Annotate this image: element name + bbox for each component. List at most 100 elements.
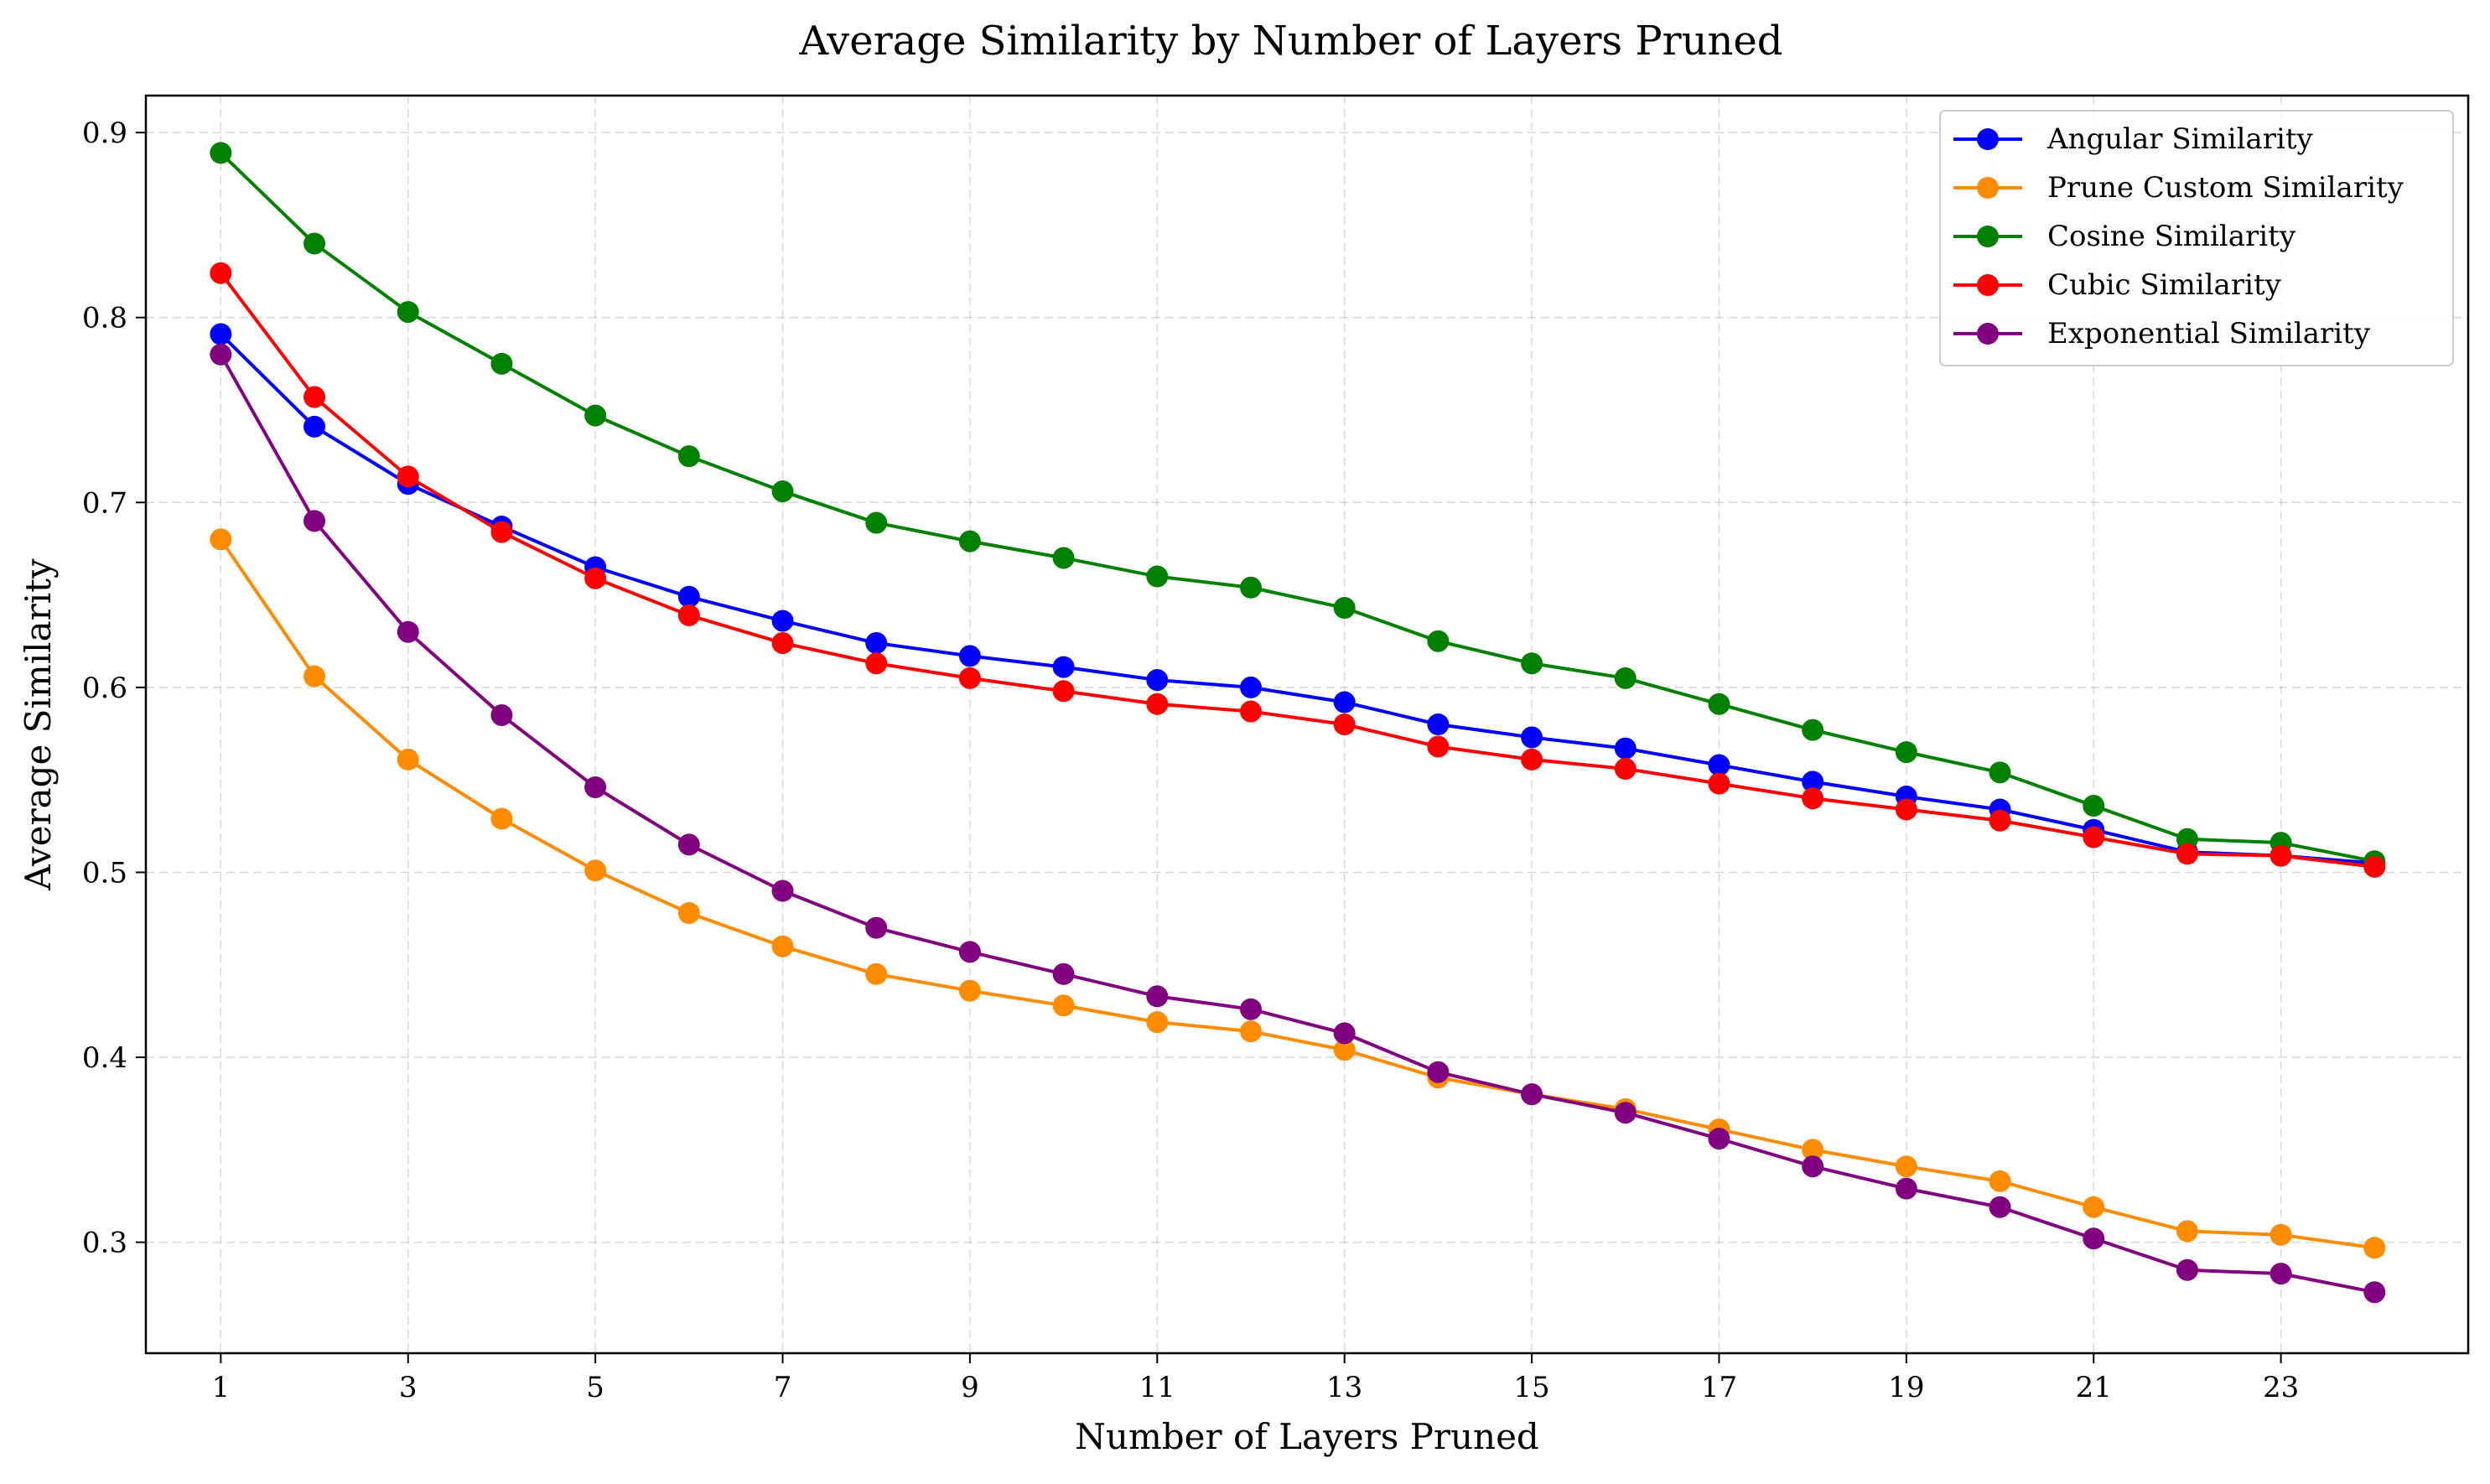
series-line-angular-similarity xyxy=(219,333,2375,865)
data-point-angular-similarity xyxy=(303,415,326,438)
legend-swatch-marker xyxy=(1977,177,1999,199)
y-tick-label: 0.5 xyxy=(82,856,127,890)
legend-swatch-marker xyxy=(1977,226,1999,247)
data-point-cubic-similarity xyxy=(1708,772,1730,795)
data-point-exponential-similarity xyxy=(1895,1177,1917,1200)
legend-swatch-marker xyxy=(1977,274,1999,296)
data-point-exponential-similarity xyxy=(1052,963,1075,985)
data-point-cubic-similarity xyxy=(303,386,326,408)
data-point-exponential-similarity xyxy=(1427,1061,1450,1083)
data-point-exponential-similarity xyxy=(1614,1102,1637,1124)
data-point-cosine-similarity xyxy=(397,301,419,324)
x-tick-label: 7 xyxy=(774,1371,792,1404)
data-point-angular-similarity xyxy=(771,610,794,632)
data-point-cosine-similarity xyxy=(303,232,326,255)
legend-label: Cosine Similarity xyxy=(2047,220,2296,253)
data-point-exponential-similarity xyxy=(771,880,794,902)
data-point-prune-custom-similarity xyxy=(584,859,607,882)
y-tick-label: 0.3 xyxy=(82,1227,127,1260)
data-point-angular-similarity xyxy=(1614,737,1637,760)
data-point-cubic-similarity xyxy=(2176,843,2198,865)
data-point-cosine-similarity xyxy=(1895,741,1917,764)
x-tick-label: 1 xyxy=(212,1371,231,1404)
legend-box xyxy=(1939,110,2454,366)
legend-item-exponential-similarity: Exponential Similarity xyxy=(1953,317,2371,350)
data-point-prune-custom-similarity xyxy=(1333,1039,1356,1061)
data-point-cubic-similarity xyxy=(584,567,607,589)
data-point-cubic-similarity xyxy=(1052,680,1075,703)
data-point-prune-custom-similarity xyxy=(303,665,326,688)
axis-ticks: 1 3 5 7 9 11 13 15 17 19 21 230.30.40.50.60.70.80.9 xyxy=(82,117,2299,1404)
y-axis-label: Average Similarity xyxy=(18,558,59,891)
data-point-cubic-similarity xyxy=(1521,748,1543,771)
data-point-prune-custom-similarity xyxy=(1239,1020,1262,1043)
legend-swatch-marker xyxy=(1977,128,1999,150)
x-tick-label: 19 xyxy=(1888,1371,1924,1404)
data-point-exponential-similarity xyxy=(1521,1083,1543,1106)
data-point-exponential-similarity xyxy=(1333,1022,1356,1045)
data-point-cosine-similarity xyxy=(1802,719,1824,741)
data-point-cosine-similarity xyxy=(677,445,700,468)
data-point-cubic-similarity xyxy=(1146,693,1169,715)
data-point-exponential-similarity xyxy=(490,703,513,726)
data-point-angular-similarity xyxy=(958,645,981,667)
data-point-angular-similarity xyxy=(1239,676,1262,698)
data-point-prune-custom-similarity xyxy=(1146,1011,1169,1034)
data-point-cosine-similarity xyxy=(1427,630,1450,652)
series-cubic-similarity xyxy=(210,262,2386,878)
data-point-cubic-similarity xyxy=(677,604,700,626)
data-point-prune-custom-similarity xyxy=(677,902,700,924)
data-point-prune-custom-similarity xyxy=(958,979,981,1002)
data-point-exponential-similarity xyxy=(397,620,419,643)
data-point-exponential-similarity xyxy=(677,833,700,856)
legend-item-cubic-similarity: Cubic Similarity xyxy=(1953,268,2282,302)
series-layer xyxy=(210,142,2386,1304)
y-tick-label: 0.4 xyxy=(82,1041,127,1075)
data-point-cosine-similarity xyxy=(2083,795,2105,817)
data-point-angular-similarity xyxy=(1708,754,1730,776)
data-point-cosine-similarity xyxy=(1052,547,1075,569)
data-point-prune-custom-similarity xyxy=(1895,1155,1917,1178)
data-point-cubic-similarity xyxy=(210,262,232,284)
x-tick-label: 13 xyxy=(1326,1371,1362,1404)
data-point-exponential-similarity xyxy=(2363,1281,2386,1304)
legend-swatch-marker xyxy=(1977,323,1999,345)
data-point-prune-custom-similarity xyxy=(771,935,794,957)
legend-item-prune-custom-similarity: Prune Custom Similarity xyxy=(1953,171,2404,205)
x-tick-label: 15 xyxy=(1513,1371,1549,1404)
data-point-cubic-similarity xyxy=(2270,844,2292,867)
series-line-exponential-similarity xyxy=(219,353,2375,1295)
legend-item-cosine-similarity: Cosine Similarity xyxy=(1953,220,2296,253)
data-point-angular-similarity xyxy=(1802,771,1824,793)
data-point-cubic-similarity xyxy=(490,521,513,543)
x-tick-label: 17 xyxy=(1701,1371,1737,1404)
series-line-cubic-similarity xyxy=(219,272,2375,869)
x-axis-label: Number of Layers Pruned xyxy=(1075,1416,1539,1457)
data-point-cosine-similarity xyxy=(1614,667,1637,689)
data-point-exponential-similarity xyxy=(1239,998,1262,1020)
data-point-exponential-similarity xyxy=(2176,1258,2198,1281)
data-point-exponential-similarity xyxy=(1802,1155,1824,1178)
data-point-cubic-similarity xyxy=(1614,757,1637,780)
y-tick-label: 0.7 xyxy=(82,486,127,520)
data-point-cosine-similarity xyxy=(584,404,607,427)
x-tick-label: 5 xyxy=(586,1371,604,1404)
data-point-cosine-similarity xyxy=(865,511,888,534)
data-point-cosine-similarity xyxy=(771,480,794,503)
chart-title: Average Similarity by Number of Layers P… xyxy=(798,18,1782,65)
data-point-cubic-similarity xyxy=(1239,700,1262,723)
x-tick-label: 11 xyxy=(1139,1371,1175,1404)
data-point-prune-custom-similarity xyxy=(397,748,419,771)
data-point-exponential-similarity xyxy=(303,510,326,532)
data-point-exponential-similarity xyxy=(958,941,981,963)
data-point-prune-custom-similarity xyxy=(865,963,888,985)
data-point-cosine-similarity xyxy=(1708,693,1730,715)
data-point-cubic-similarity xyxy=(1333,713,1356,735)
series-cosine-similarity xyxy=(210,142,2386,873)
data-point-exponential-similarity xyxy=(584,776,607,798)
data-point-prune-custom-similarity xyxy=(2176,1220,2198,1243)
data-point-prune-custom-similarity xyxy=(2083,1196,2105,1218)
legend-label: Cubic Similarity xyxy=(2047,268,2282,302)
data-point-cubic-similarity xyxy=(1895,798,1917,821)
